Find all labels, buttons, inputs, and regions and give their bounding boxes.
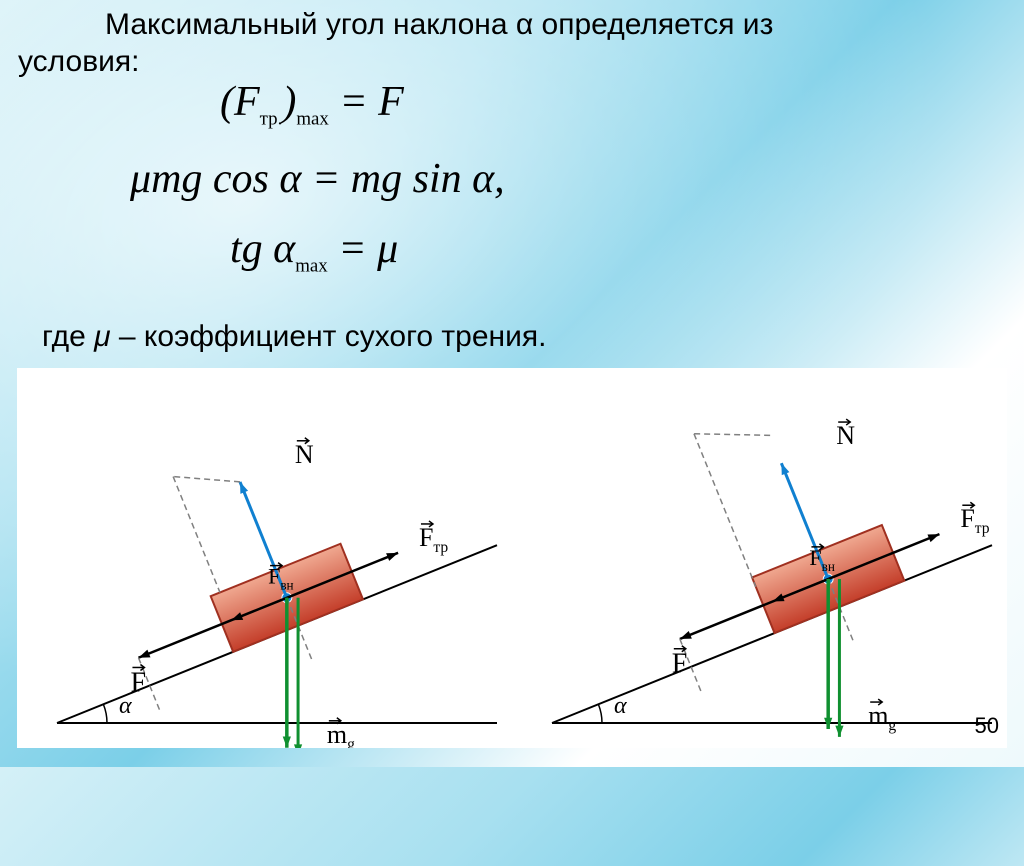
diagram-area: αNmgFтрFвнFαNmgFтрFвнF <box>17 368 1007 748</box>
heading-line-2: условия: <box>18 45 139 79</box>
formula-1: (Fтр.)max = F <box>220 78 404 130</box>
formula-3: tg αmax = μ <box>230 225 398 277</box>
heading-line-1: Максимальный угол наклона α определяется… <box>105 8 773 42</box>
svg-text:N: N <box>836 421 855 450</box>
svg-text:F: F <box>672 649 688 680</box>
svg-text:F: F <box>130 667 146 698</box>
svg-text:N: N <box>295 440 314 469</box>
physics-diagram-svg: αNmgFтрFвнFαNmgFтрFвнF <box>17 368 1007 748</box>
formula-2: μmg cos α = mg sin α, <box>130 155 505 203</box>
svg-text:Fтр: Fтр <box>960 504 989 537</box>
page-number: 50 <box>975 713 999 739</box>
svg-text:Fтр: Fтр <box>419 523 448 556</box>
svg-text:mg: mg <box>327 720 355 748</box>
svg-text:mg: mg <box>868 701 896 734</box>
svg-text:α: α <box>614 693 627 719</box>
friction-caption: где μ – коэффициент сухого трения. <box>42 320 546 354</box>
